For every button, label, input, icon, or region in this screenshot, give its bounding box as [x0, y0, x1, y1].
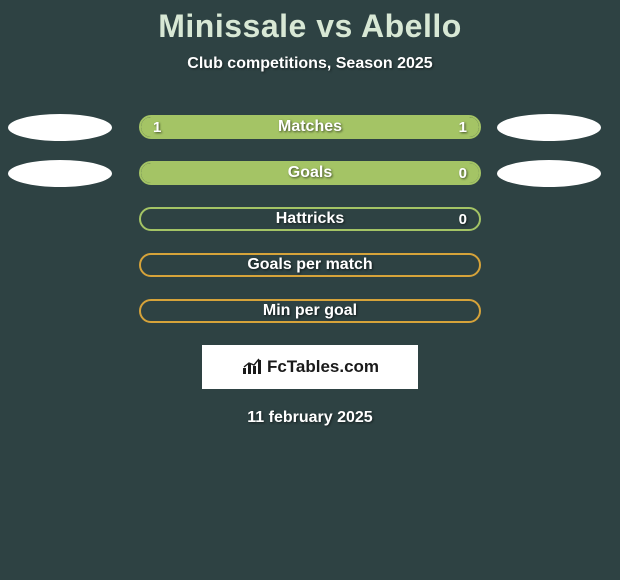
logo-text: FcTables.com: [267, 357, 379, 377]
player-right-ellipse: [497, 114, 601, 141]
stat-bar: 11Matches: [139, 115, 481, 139]
stat-bar: 0Goals: [139, 161, 481, 185]
logo: FcTables.com: [241, 357, 379, 377]
stat-label: Min per goal: [141, 301, 479, 321]
page-title: Minissale vs Abello: [0, 8, 620, 45]
stat-label: Hattricks: [141, 209, 479, 229]
stats-rows: 11Matches 0Goals 0Hattricks Goals per match…: [0, 115, 620, 323]
stat-row: Min per goal: [0, 299, 620, 323]
stat-bar: 0Hattricks: [139, 207, 481, 231]
stat-label: Matches: [141, 117, 479, 137]
comparison-infographic: Minissale vs Abello Club competitions, S…: [0, 0, 620, 427]
stat-label: Goals: [141, 163, 479, 183]
subtitle: Club competitions, Season 2025: [0, 55, 620, 73]
player-left-ellipse: [8, 114, 112, 141]
player-right-ellipse: [497, 160, 601, 187]
stat-row: 0Goals: [0, 161, 620, 185]
stat-bar: Goals per match: [139, 253, 481, 277]
chart-icon: [241, 358, 263, 376]
stat-row: Goals per match: [0, 253, 620, 277]
stat-row: 0Hattricks: [0, 207, 620, 231]
date: 11 february 2025: [0, 409, 620, 427]
stat-row: 11Matches: [0, 115, 620, 139]
stat-bar: Min per goal: [139, 299, 481, 323]
stat-label: Goals per match: [141, 255, 479, 275]
player-left-ellipse: [8, 160, 112, 187]
logo-box: FcTables.com: [202, 345, 418, 389]
